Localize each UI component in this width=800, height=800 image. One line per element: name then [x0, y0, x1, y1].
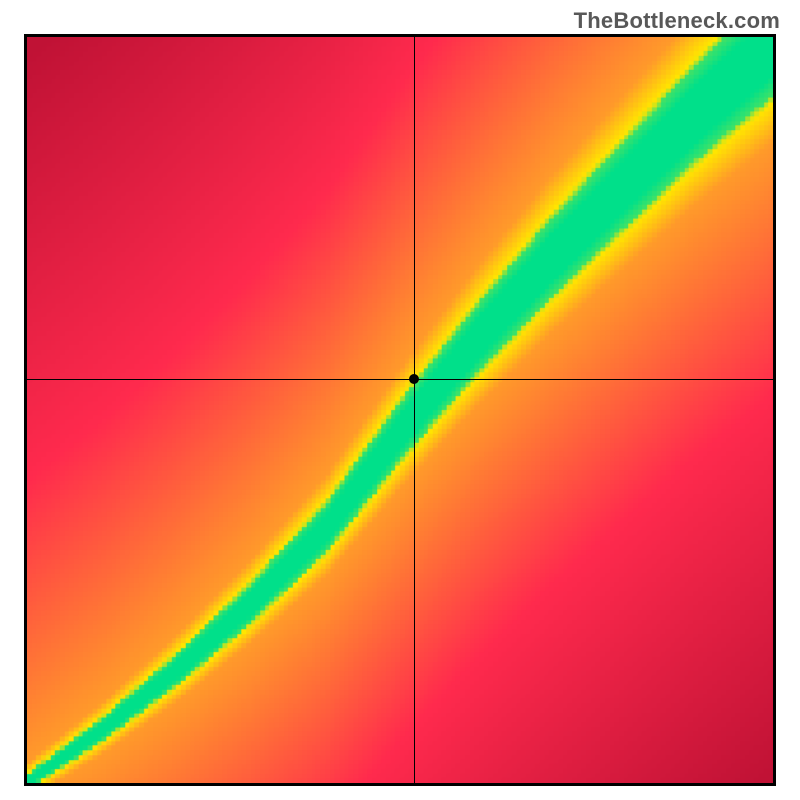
crosshair-vertical [414, 37, 415, 783]
heatmap-canvas [27, 37, 773, 783]
crosshair-marker [409, 374, 419, 384]
crosshair-horizontal [27, 379, 773, 380]
heatmap-plot [24, 34, 776, 786]
chart-container: TheBottleneck.com [0, 0, 800, 800]
watermark-text: TheBottleneck.com [574, 8, 780, 34]
